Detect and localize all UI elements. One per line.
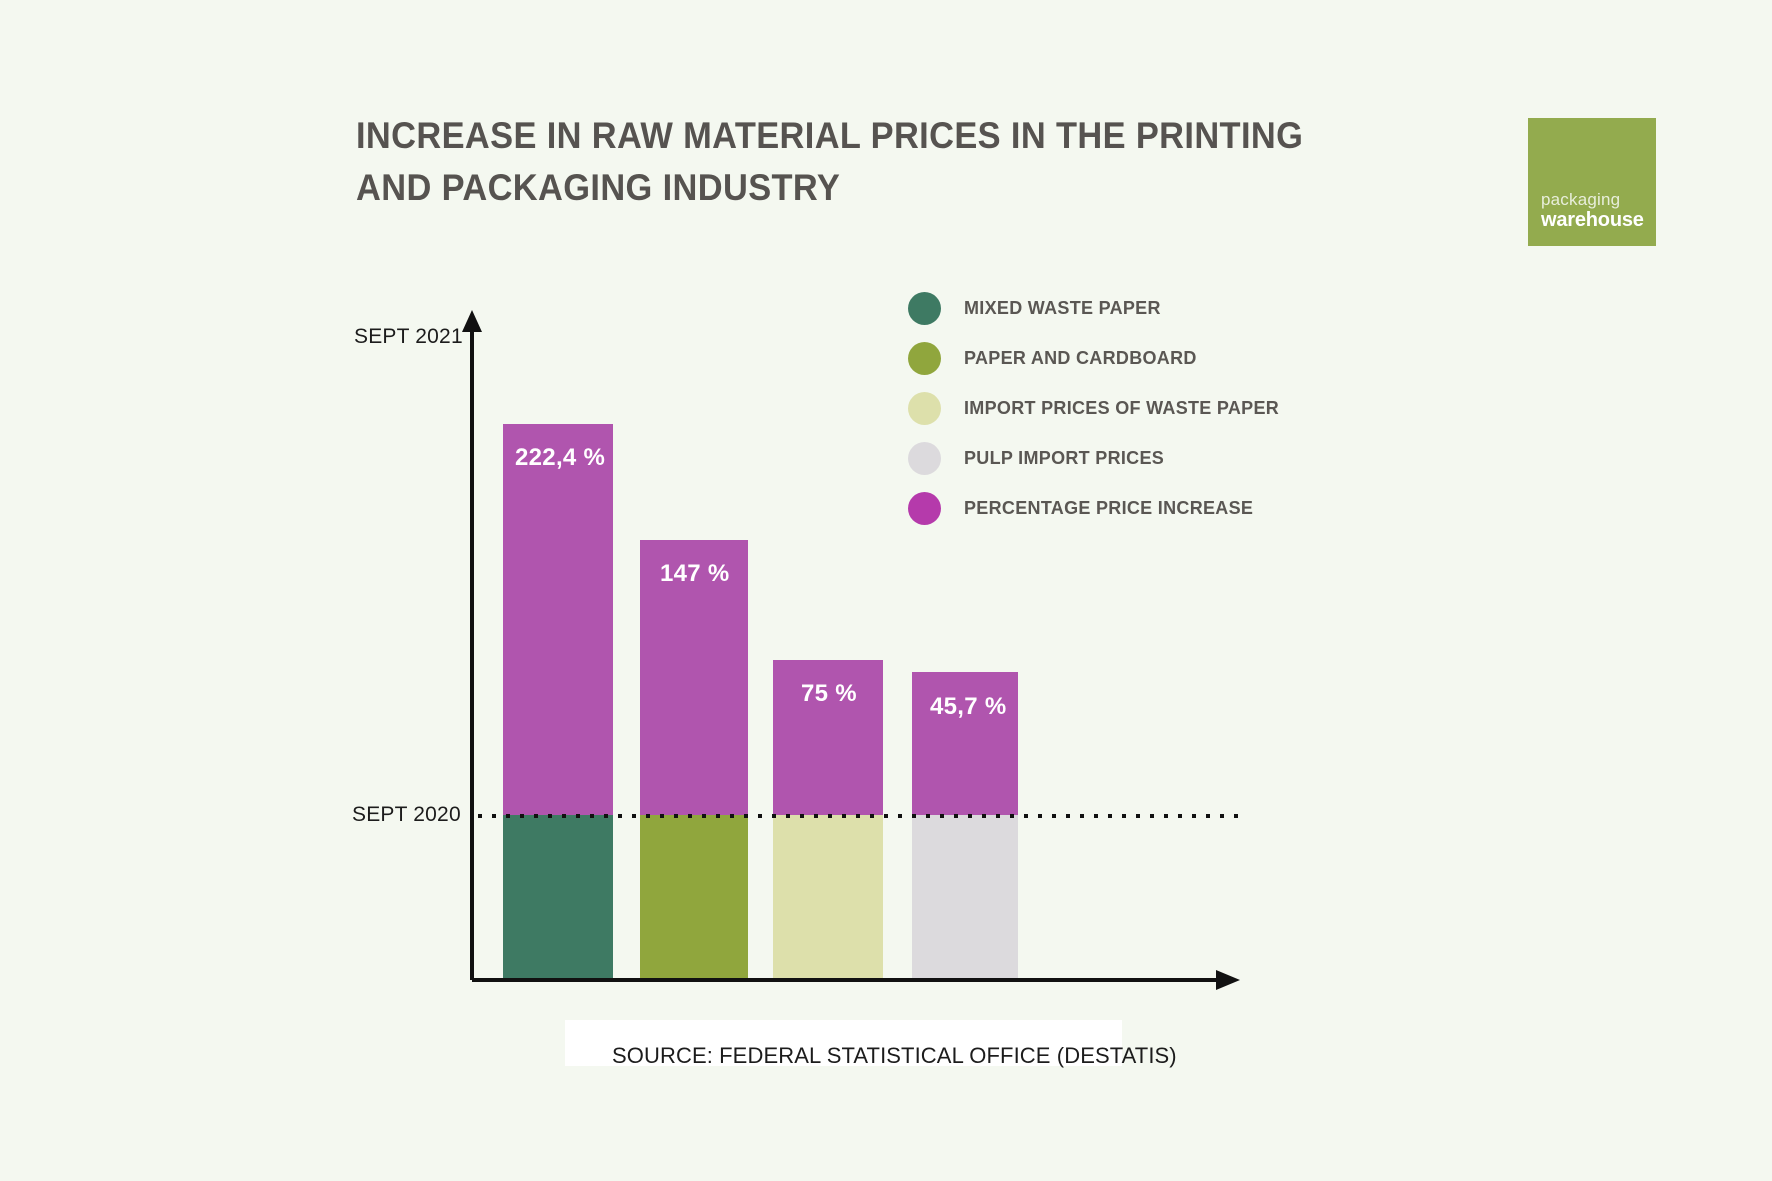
page-title: INCREASE IN RAW MATERIAL PRICES IN THE P… xyxy=(356,115,1304,208)
bar-base-mixed-waste-paper xyxy=(503,815,613,980)
legend-item-label: IMPORT PRICES OF WASTE PAPER xyxy=(964,397,1280,418)
bar-increase-import-prices-of-waste-paper xyxy=(773,660,883,815)
bar-value-pulp-import-prices: 45,7 % xyxy=(930,693,1007,720)
legend-color-dot-icon xyxy=(908,491,941,525)
chart-legend: MIXED WASTE PAPER PAPER AND CARDBOARD IM… xyxy=(908,283,1279,533)
logo-text-packaging: packaging xyxy=(1541,190,1621,209)
bar-base-import-prices-of-waste-paper xyxy=(773,815,883,980)
legend-item-percentage-price-increase: PERCENTAGE PRICE INCREASE xyxy=(908,483,1279,533)
legend-item-label: PAPER AND CARDBOARD xyxy=(964,347,1197,368)
bar-base-pulp-import-prices xyxy=(912,815,1018,980)
legend-color-dot-icon xyxy=(908,441,941,475)
legend-item-paper-and-cardboard: PAPER AND CARDBOARD xyxy=(908,333,1279,383)
legend-color-dot-icon xyxy=(908,341,941,375)
bar-increase-mixed-waste-paper xyxy=(503,424,613,815)
bar-increase-pulp-import-prices xyxy=(912,672,1018,815)
bar-value-paper-and-cardboard: 147 % xyxy=(660,560,730,587)
logo-text-warehouse: warehouse xyxy=(1541,209,1644,231)
axis-label-sept-2021: SEPT 2021 xyxy=(354,325,463,348)
bar-base-paper-and-cardboard xyxy=(640,815,748,980)
source-band xyxy=(565,1020,1122,1066)
axis-label-sept-2020: SEPT 2020 xyxy=(352,803,461,826)
legend-item-pulp-import-prices: PULP IMPORT PRICES xyxy=(908,433,1279,483)
source-caption: SOURCE: FEDERAL STATISTICAL OFFICE (DEST… xyxy=(612,1043,1177,1068)
bar-value-import-prices-of-waste-paper: 75 % xyxy=(801,680,857,707)
legend-item-mixed-waste-paper: MIXED WASTE PAPER xyxy=(908,283,1279,333)
legend-color-dot-icon xyxy=(908,291,941,325)
legend-item-label: MIXED WASTE PAPER xyxy=(964,297,1161,318)
legend-color-dot-icon xyxy=(908,391,941,425)
bar-increase-paper-and-cardboard xyxy=(640,540,748,815)
legend-item-label: PERCENTAGE PRICE INCREASE xyxy=(964,497,1254,518)
logo: packaging warehouse xyxy=(1528,118,1656,246)
legend-item-import-prices-of-waste-paper: IMPORT PRICES OF WASTE PAPER xyxy=(908,383,1279,433)
bar-value-mixed-waste-paper: 222,4 % xyxy=(515,444,606,471)
legend-item-label: PULP IMPORT PRICES xyxy=(964,447,1165,468)
